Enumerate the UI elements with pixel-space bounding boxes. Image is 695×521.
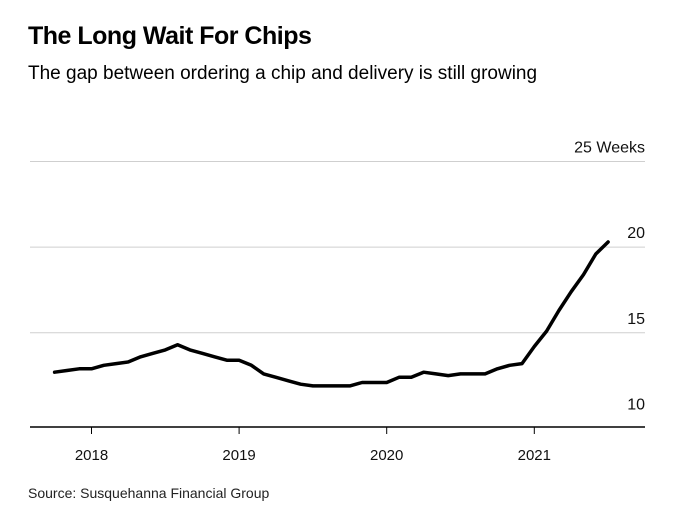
chart-subtitle: The gap between ordering a chip and deli…: [28, 63, 538, 84]
y-tick-label: 25 Weeks: [574, 140, 645, 157]
x-axis: [30, 426, 645, 434]
y-tick-label: 10: [627, 396, 645, 413]
x-tick-label: 2018: [75, 447, 108, 464]
x-tick-label: 2019: [222, 447, 255, 464]
chart-title: The Long Wait For Chips: [28, 22, 312, 50]
y-axis-labels: 10 15 20 25 Weeks: [574, 140, 645, 414]
gridlines: [30, 161, 645, 334]
x-axis-labels: 2018 2019 2020 2021: [75, 447, 551, 464]
plot-area: [52, 240, 610, 388]
x-tick-label: 2021: [518, 447, 551, 464]
y-tick-label: 20: [627, 225, 645, 242]
source-note: Source: Susquehanna Financial Group: [28, 485, 270, 501]
y-tick-label: 15: [627, 311, 645, 328]
x-tick-label: 2020: [370, 447, 403, 464]
series-line: [52, 240, 610, 388]
